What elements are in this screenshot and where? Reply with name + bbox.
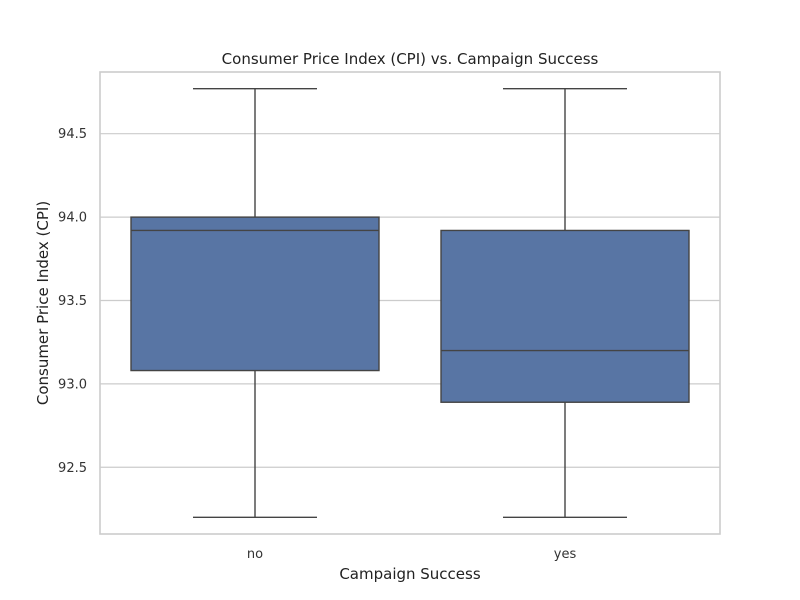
x-tick-label: yes bbox=[554, 547, 577, 562]
x-tick-labels: no yes bbox=[247, 547, 577, 562]
box-no bbox=[130, 87, 380, 519]
y-axis-label: Consumer Price Index (CPI) bbox=[34, 201, 52, 405]
boxes bbox=[130, 87, 690, 519]
chart-title: Consumer Price Index (CPI) vs. Campaign … bbox=[222, 50, 599, 68]
y-tick-labels: 92.5 93.0 93.5 94.0 94.5 bbox=[58, 127, 87, 476]
box-yes bbox=[440, 87, 690, 519]
iqr-box bbox=[440, 229, 690, 403]
plot-frame bbox=[99, 71, 721, 535]
y-tick-label: 92.5 bbox=[58, 461, 87, 476]
x-tick-label: no bbox=[247, 547, 263, 562]
y-tick-label: 93.0 bbox=[58, 377, 87, 392]
y-tick-label: 94.0 bbox=[58, 211, 87, 226]
iqr-box bbox=[130, 216, 380, 372]
x-axis-label: Campaign Success bbox=[339, 565, 481, 583]
y-tick-label: 93.5 bbox=[58, 294, 87, 309]
y-tick-label: 94.5 bbox=[58, 127, 87, 142]
